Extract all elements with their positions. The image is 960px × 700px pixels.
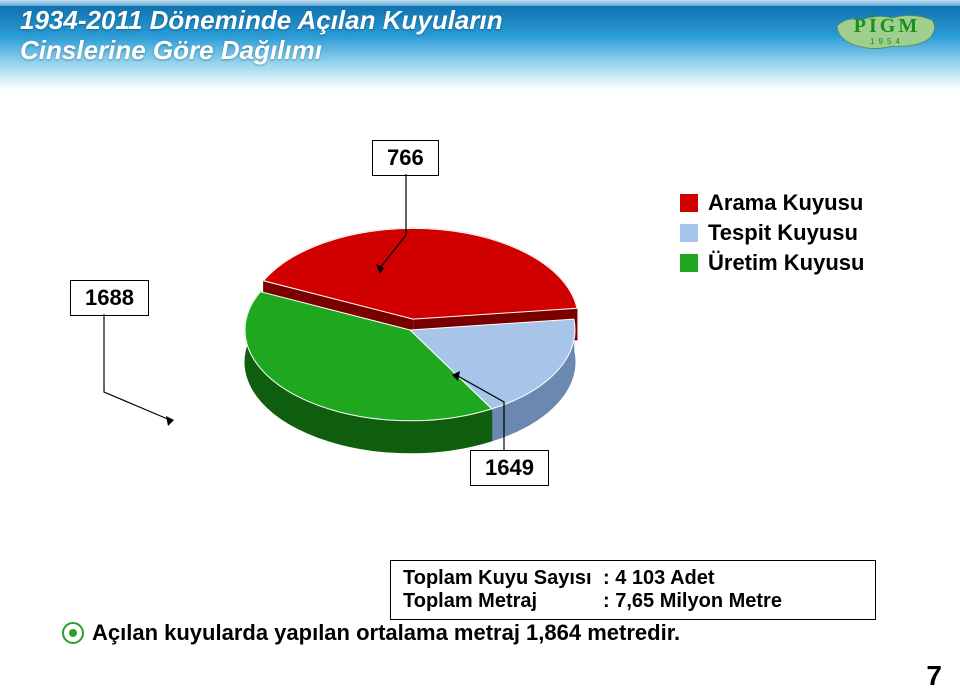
totals-box: Toplam Kuyu Sayısı : 4 103 Adet Toplam M… bbox=[390, 560, 876, 620]
chart-area: 766 1688 1649 Arama Kuyusu Tespit Kuyusu… bbox=[0, 90, 960, 650]
slide-header: 1934-2011 Döneminde Açılan Kuyuların Cin… bbox=[0, 0, 960, 90]
legend: Arama Kuyusu Tespit Kuyusu Üretim Kuyusu bbox=[680, 190, 864, 280]
page-title: 1934-2011 Döneminde Açılan Kuyuların Cin… bbox=[20, 6, 503, 66]
legend-label: Tespit Kuyusu bbox=[708, 220, 858, 246]
totals-value: : 7,65 Milyon Metre bbox=[603, 590, 782, 613]
totals-row: Toplam Metraj : 7,65 Milyon Metre bbox=[403, 590, 863, 613]
legend-item-uretim: Üretim Kuyusu bbox=[680, 250, 864, 276]
callout-1688: 1688 bbox=[70, 280, 149, 316]
legend-item-tespit: Tespit Kuyusu bbox=[680, 220, 864, 246]
footer-note: Açılan kuyularda yapılan ortalama metraj… bbox=[62, 620, 680, 646]
totals-value: : 4 103 Adet bbox=[603, 567, 715, 590]
callout-1649: 1649 bbox=[470, 450, 549, 486]
totals-row: Toplam Kuyu Sayısı : 4 103 Adet bbox=[403, 567, 863, 590]
legend-swatch-icon bbox=[680, 224, 698, 242]
pigm-logo: PİGM 1954 bbox=[832, 6, 942, 58]
logo-text-svg: PİGM bbox=[854, 13, 920, 37]
legend-item-arama: Arama Kuyusu bbox=[680, 190, 864, 216]
title-line2: Cinslerine Göre Dağılımı bbox=[20, 35, 322, 65]
legend-swatch-icon bbox=[680, 194, 698, 212]
totals-label: Toplam Kuyu Sayısı bbox=[403, 567, 603, 590]
legend-swatch-icon bbox=[680, 254, 698, 272]
logo-year-svg: 1954 bbox=[870, 37, 904, 46]
legend-label: Üretim Kuyusu bbox=[708, 250, 864, 276]
bullet-dot-icon bbox=[69, 629, 77, 637]
title-line1: 1934-2011 Döneminde Açılan Kuyuların bbox=[20, 5, 503, 35]
bullet-icon bbox=[62, 622, 84, 644]
pie-chart bbox=[160, 130, 660, 550]
totals-label: Toplam Metraj bbox=[403, 590, 603, 613]
callout-766: 766 bbox=[372, 140, 439, 176]
legend-label: Arama Kuyusu bbox=[708, 190, 863, 216]
footer-text: Açılan kuyularda yapılan ortalama metraj… bbox=[92, 620, 680, 646]
page-number: 7 bbox=[926, 660, 942, 692]
